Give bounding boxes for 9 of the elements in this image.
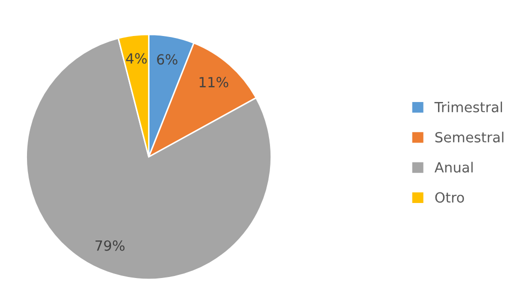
legend-label: Anual (434, 162, 473, 173)
legend-label: Semestral (435, 132, 504, 142)
legend-label: Trimestral (434, 102, 502, 112)
legend-label: Otro (435, 192, 464, 203)
pie-slice (26, 38, 272, 280)
data-label: 6% (157, 54, 178, 65)
data-label: 79% (96, 240, 125, 251)
data-label: 4% (126, 53, 147, 64)
data-label: 11% (200, 76, 228, 88)
